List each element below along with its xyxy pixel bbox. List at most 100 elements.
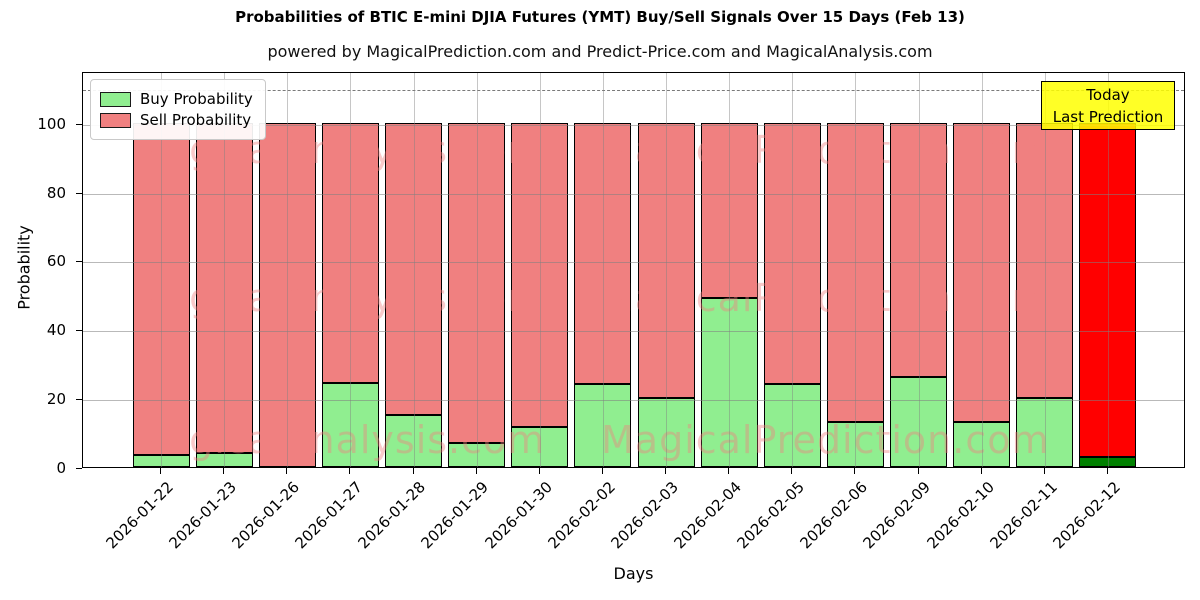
gridline-vertical xyxy=(729,73,731,467)
bar-2026-02-05 xyxy=(763,123,821,467)
sell-bar-segment xyxy=(700,123,758,298)
bar-2026-01-23 xyxy=(195,123,253,467)
watermark-text: MagicalPrediction.com xyxy=(601,418,1050,462)
bar-2026-02-04 xyxy=(700,123,758,467)
gridline-vertical xyxy=(224,73,226,467)
gridline-vertical xyxy=(539,73,541,467)
gridline-vertical xyxy=(602,73,604,467)
bar-2026-01-26 xyxy=(258,123,316,467)
sell-bar-segment xyxy=(763,123,821,384)
sell-bar-segment xyxy=(132,123,190,455)
x-tick-mark xyxy=(854,468,856,474)
watermark-text: MagicalAnalysis.com xyxy=(131,276,546,320)
x-tick-mark xyxy=(475,468,477,474)
sell-bar-segment xyxy=(195,123,253,453)
buy-bar-segment xyxy=(953,422,1011,467)
plot-area: MagicalAnalysis.com MagicalPrediction.com… xyxy=(82,72,1185,468)
sell-bar-segment xyxy=(258,123,316,467)
y-tick-mark xyxy=(76,123,82,125)
x-tick-mark xyxy=(665,468,667,474)
sell-bar-segment xyxy=(321,123,379,383)
bar-2026-01-27 xyxy=(321,123,379,467)
today-annotation-line1: Today xyxy=(1086,86,1130,104)
x-tick-label: 2026-02-03 xyxy=(607,478,682,553)
y-tick-label: 80 xyxy=(46,183,66,202)
x-tick-label: 2026-02-04 xyxy=(670,478,745,553)
sell-bar-segment xyxy=(826,123,884,422)
buy-bar-segment xyxy=(763,384,821,467)
x-axis-label: Days xyxy=(613,564,654,583)
legend-label-buy: Buy Probability xyxy=(140,90,253,108)
legend-item-buy: Buy Probability xyxy=(100,90,253,108)
legend-swatch-sell-icon xyxy=(100,112,131,128)
gridline-vertical xyxy=(476,73,478,467)
gridline-horizontal xyxy=(83,124,1184,126)
sell-bar-segment xyxy=(1016,123,1074,398)
gridline-vertical xyxy=(413,73,415,467)
bar-2026-01-28 xyxy=(385,123,443,467)
gridline-horizontal xyxy=(83,400,1184,402)
chart-title: Probabilities of BTIC E-mini DJIA Future… xyxy=(235,8,965,26)
buy-bar-segment xyxy=(511,427,569,467)
y-tick-label: 0 xyxy=(56,459,66,477)
bar-2026-01-29 xyxy=(448,123,506,467)
bar-2026-02-06 xyxy=(826,123,884,467)
buy-bar-segment xyxy=(1016,398,1074,467)
today-annotation: Today Last Prediction xyxy=(1041,81,1175,130)
x-tick-label: 2026-01-29 xyxy=(418,478,493,553)
x-tick-label: 2026-01-22 xyxy=(102,478,177,553)
buy-bar-segment xyxy=(637,398,695,467)
today-annotation-line2: Last Prediction xyxy=(1052,108,1164,126)
buy-bar-segment xyxy=(826,422,884,467)
watermark-text: MagicalPrediction.com xyxy=(601,276,1050,320)
bar-2026-02-10 xyxy=(953,123,1011,467)
y-tick-mark xyxy=(76,468,82,469)
sell-bar-segment xyxy=(637,123,695,398)
sell-bar-segment xyxy=(448,123,506,443)
x-tick-label: 2026-01-28 xyxy=(354,478,430,553)
bar-2026-02-09 xyxy=(890,123,948,467)
y-tick-mark xyxy=(76,399,82,401)
watermark-text: MagicalAnalysis.com xyxy=(131,418,546,462)
legend: Buy Probability Sell Probability xyxy=(90,79,266,140)
buy-bar-segment xyxy=(321,383,379,467)
y-tick-label: 100 xyxy=(37,114,66,133)
x-tick-mark xyxy=(980,468,982,474)
gridline-horizontal xyxy=(83,193,1184,195)
y-tick-label: 20 xyxy=(46,390,66,409)
sell-bar-segment xyxy=(953,123,1011,422)
bar-2026-02-12 xyxy=(1079,123,1137,467)
x-tick-label: 2026-02-02 xyxy=(544,478,619,553)
gridline-vertical xyxy=(287,73,289,467)
buy-bar-segment xyxy=(448,443,506,467)
watermark-text: MagicalPrediction.com xyxy=(601,128,1050,172)
bar-2026-01-22 xyxy=(132,123,190,467)
x-tick-mark xyxy=(601,468,603,474)
y-tick-label: 60 xyxy=(46,252,66,271)
buy-bar-segment xyxy=(574,384,632,467)
y-tick-label: 40 xyxy=(46,321,66,340)
x-tick-label: 2026-02-12 xyxy=(1049,478,1124,553)
x-tick-mark xyxy=(286,468,288,474)
gridline-vertical xyxy=(350,73,352,467)
x-tick-mark xyxy=(412,468,414,474)
sell-bar-segment xyxy=(511,123,569,427)
x-tick-label: 2026-01-30 xyxy=(481,478,556,553)
dashed-threshold-line xyxy=(83,90,1184,92)
bar-2026-02-03 xyxy=(637,123,695,467)
x-tick-mark xyxy=(791,468,793,474)
buy-bar-segment xyxy=(1079,457,1137,467)
x-tick-label: 2026-02-05 xyxy=(733,478,809,553)
sell-bar-segment xyxy=(1079,123,1137,457)
legend-swatch-buy-icon xyxy=(100,91,131,107)
gridline-vertical xyxy=(666,73,668,467)
buy-bar-segment xyxy=(195,453,253,467)
gridline-vertical xyxy=(792,73,794,467)
buy-bar-segment xyxy=(890,377,948,467)
buy-bar-segment xyxy=(700,298,758,467)
buy-bar-segment xyxy=(385,415,443,467)
x-tick-mark xyxy=(728,468,730,474)
gridline-horizontal xyxy=(83,262,1184,264)
y-tick-mark xyxy=(76,192,82,194)
